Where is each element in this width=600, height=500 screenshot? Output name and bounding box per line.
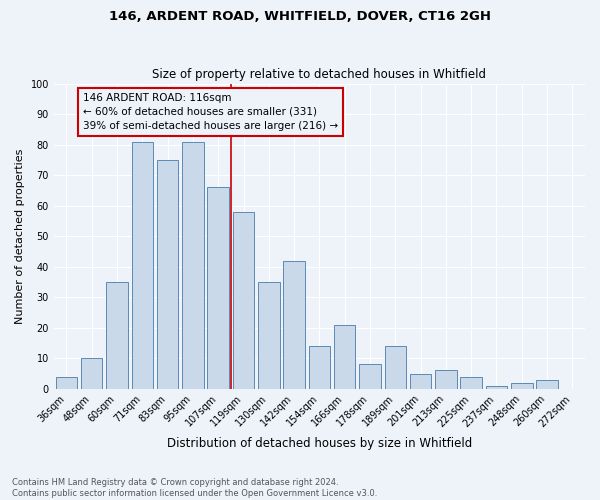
Bar — [56, 376, 77, 389]
Y-axis label: Number of detached properties: Number of detached properties — [15, 148, 25, 324]
Bar — [258, 282, 280, 389]
Bar — [283, 260, 305, 389]
Bar — [435, 370, 457, 389]
Text: 146 ARDENT ROAD: 116sqm
← 60% of detached houses are smaller (331)
39% of semi-d: 146 ARDENT ROAD: 116sqm ← 60% of detache… — [83, 92, 338, 130]
Bar — [460, 376, 482, 389]
Bar — [511, 382, 533, 389]
Bar — [157, 160, 178, 389]
Bar — [106, 282, 128, 389]
Bar — [81, 358, 103, 389]
Bar — [131, 142, 153, 389]
Bar — [410, 374, 431, 389]
Bar — [308, 346, 330, 389]
Bar — [385, 346, 406, 389]
Bar — [208, 188, 229, 389]
Text: 146, ARDENT ROAD, WHITFIELD, DOVER, CT16 2GH: 146, ARDENT ROAD, WHITFIELD, DOVER, CT16… — [109, 10, 491, 23]
Bar — [182, 142, 203, 389]
X-axis label: Distribution of detached houses by size in Whitfield: Distribution of detached houses by size … — [167, 437, 472, 450]
Bar — [486, 386, 507, 389]
Text: Contains HM Land Registry data © Crown copyright and database right 2024.
Contai: Contains HM Land Registry data © Crown c… — [12, 478, 377, 498]
Bar — [233, 212, 254, 389]
Bar — [536, 380, 558, 389]
Bar — [334, 324, 355, 389]
Bar — [359, 364, 381, 389]
Title: Size of property relative to detached houses in Whitfield: Size of property relative to detached ho… — [152, 68, 487, 81]
